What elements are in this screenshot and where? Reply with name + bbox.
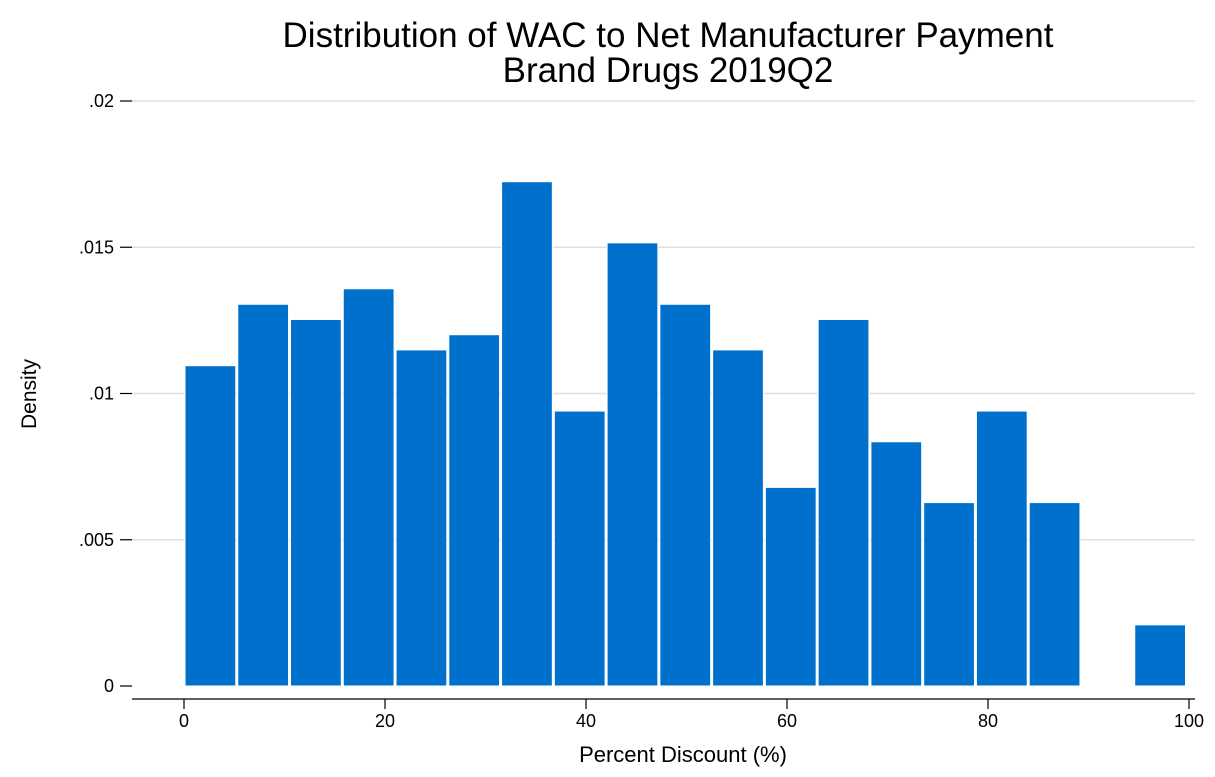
histogram-bar-15 xyxy=(975,410,1028,687)
x-tick-label: 100 xyxy=(1174,711,1204,731)
x-tick-label: 0 xyxy=(179,711,189,731)
y-tick-label: .015 xyxy=(79,237,114,257)
x-axis-label: Percent Discount (%) xyxy=(579,742,787,767)
histogram-bar-5 xyxy=(448,334,501,687)
histogram-bar-16 xyxy=(1028,502,1081,687)
histogram-bar-4 xyxy=(395,349,448,687)
histogram-bar-12 xyxy=(817,318,870,687)
histogram-bar-11 xyxy=(764,486,817,687)
y-tick-label: .02 xyxy=(89,91,114,111)
axes: 0 .005 .01 .015 .02 0 20 40 60 80 100 xyxy=(79,91,1204,731)
x-tick-label: 20 xyxy=(375,711,395,731)
histogram-bar-9 xyxy=(659,303,712,687)
histogram-bars xyxy=(184,181,1186,687)
histogram-bar-7 xyxy=(553,410,606,687)
x-tick-label: 80 xyxy=(978,711,998,731)
y-tick-label: .005 xyxy=(79,530,114,550)
histogram-bar-1 xyxy=(237,303,290,687)
x-tick-label: 40 xyxy=(576,711,596,731)
histogram-bar-2 xyxy=(290,318,342,687)
y-tick-label: .01 xyxy=(89,384,114,404)
histogram-bar-3 xyxy=(342,288,395,687)
histogram-bar-0 xyxy=(184,365,237,687)
chart-title: Distribution of WAC to Net Manufacturer … xyxy=(282,16,1054,55)
histogram-bar-10 xyxy=(712,349,764,687)
histogram-bar-8 xyxy=(606,242,659,687)
histogram-bar-13 xyxy=(870,441,923,687)
histogram-bar-14 xyxy=(923,502,975,687)
histogram-bar-18 xyxy=(1134,624,1186,687)
x-tick-label: 60 xyxy=(777,711,797,731)
histogram-bar-6 xyxy=(501,181,553,687)
y-tick-label: 0 xyxy=(104,676,114,696)
chart-subtitle: Brand Drugs 2019Q2 xyxy=(502,51,834,90)
